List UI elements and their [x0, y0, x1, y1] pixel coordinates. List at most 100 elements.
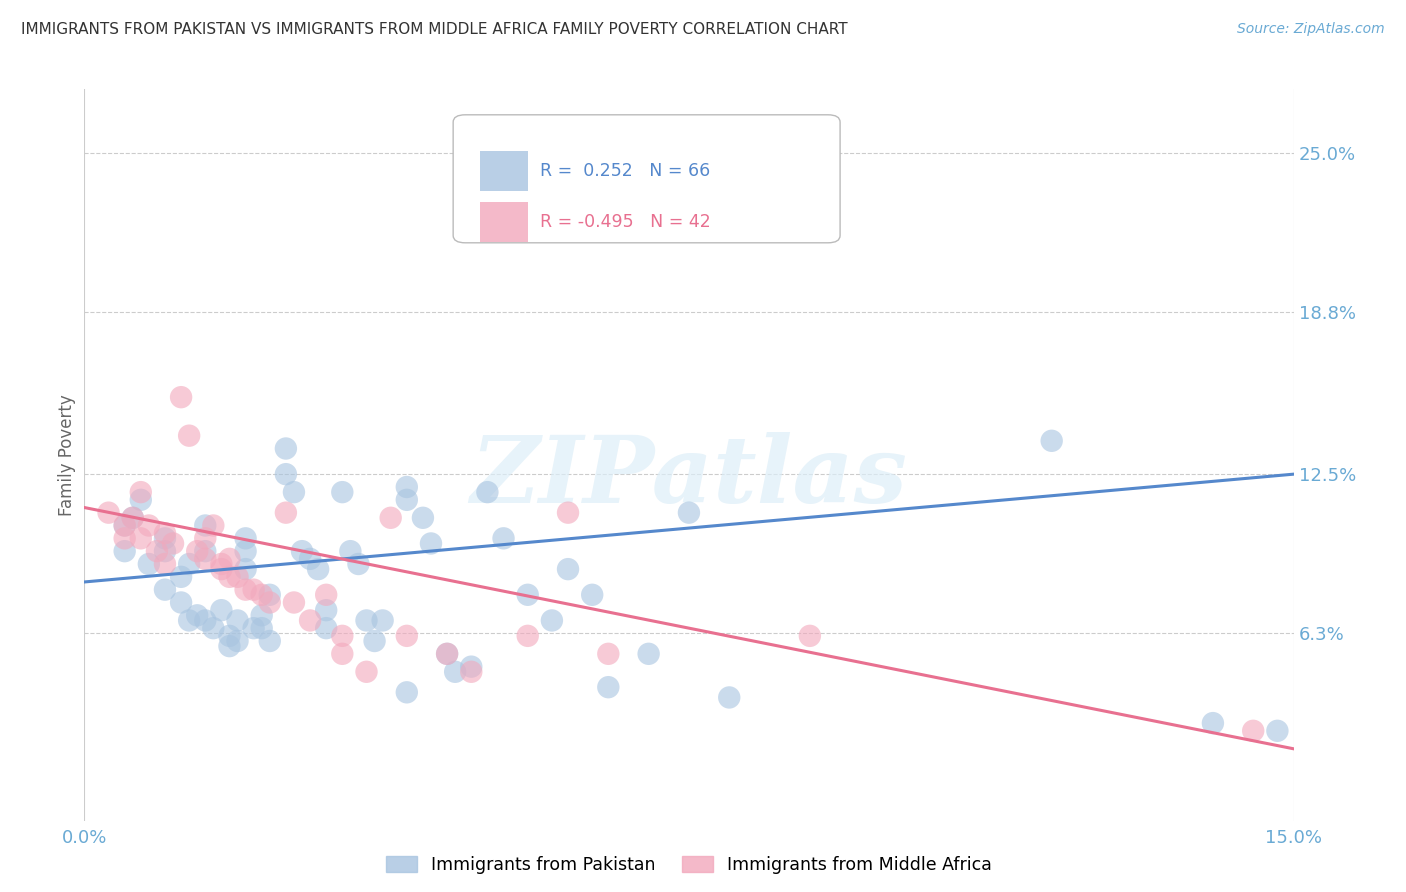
Point [209, 562, 232, 576]
Point [259, 634, 281, 648]
Point [138, 557, 160, 571]
Point [662, 223, 685, 237]
Point [153, 557, 176, 571]
Point [460, 659, 482, 673]
Point [259, 595, 281, 609]
Point [283, 485, 305, 500]
Point [637, 647, 659, 661]
Point [179, 557, 201, 571]
Point [194, 614, 217, 628]
Point [250, 588, 273, 602]
Point [114, 518, 136, 533]
Point [380, 510, 402, 524]
Point [356, 665, 378, 679]
Point [598, 647, 620, 661]
Point [170, 390, 193, 404]
Point [194, 518, 217, 533]
Point [121, 510, 143, 524]
Point [129, 492, 152, 507]
Point [477, 485, 499, 500]
Point [412, 510, 434, 524]
Point [186, 608, 208, 623]
Bar [479, 202, 529, 242]
Point [291, 544, 314, 558]
Point [235, 544, 257, 558]
Point [218, 639, 240, 653]
Point [153, 544, 176, 558]
Point [218, 552, 240, 566]
Point [395, 492, 418, 507]
Text: R =  0.252   N = 66: R = 0.252 N = 66 [540, 161, 710, 180]
Point [339, 544, 361, 558]
Point [299, 614, 322, 628]
Point [179, 428, 201, 442]
Text: IMMIGRANTS FROM PAKISTAN VS IMMIGRANTS FROM MIDDLE AFRICA FAMILY POVERTY CORRELA: IMMIGRANTS FROM PAKISTAN VS IMMIGRANTS F… [21, 22, 848, 37]
Text: Source: ZipAtlas.com: Source: ZipAtlas.com [1237, 22, 1385, 37]
Point [153, 582, 176, 597]
Point [129, 532, 152, 546]
Point [202, 621, 225, 635]
Point [242, 621, 264, 635]
Point [226, 614, 249, 628]
Point [218, 570, 240, 584]
Point [235, 532, 257, 546]
Point [541, 614, 564, 628]
Point [250, 621, 273, 635]
Point [395, 480, 418, 494]
Point [235, 562, 257, 576]
Point [138, 518, 160, 533]
Point [274, 442, 297, 456]
Point [516, 588, 538, 602]
Point [598, 680, 620, 694]
Point [121, 510, 143, 524]
Point [315, 588, 337, 602]
Point [146, 544, 169, 558]
Point [557, 506, 579, 520]
Point [1040, 434, 1063, 448]
Point [307, 562, 329, 576]
Point [516, 629, 538, 643]
Point [283, 595, 305, 609]
Point [97, 506, 120, 520]
Point [1241, 723, 1264, 738]
Point [1267, 723, 1289, 738]
Point [202, 518, 225, 533]
Point [718, 690, 741, 705]
Point [799, 629, 821, 643]
Point [492, 532, 515, 546]
Point [436, 647, 458, 661]
Point [274, 506, 297, 520]
Point [363, 634, 385, 648]
Point [179, 614, 201, 628]
Point [315, 603, 337, 617]
Y-axis label: Family Poverty: Family Poverty [58, 394, 76, 516]
Point [315, 621, 337, 635]
Point [235, 582, 257, 597]
Point [209, 557, 232, 571]
Point [218, 629, 240, 643]
Point [259, 588, 281, 602]
Point [371, 614, 394, 628]
Point [274, 467, 297, 482]
Point [1202, 716, 1225, 731]
Point [395, 629, 418, 643]
Point [194, 552, 217, 566]
Point [420, 536, 443, 550]
Point [114, 544, 136, 558]
Point [250, 608, 273, 623]
Point [162, 536, 184, 550]
Point [194, 544, 217, 558]
Point [114, 518, 136, 533]
Point [395, 685, 418, 699]
Point [114, 532, 136, 546]
Text: R = -0.495   N = 42: R = -0.495 N = 42 [540, 213, 711, 231]
Point [226, 634, 249, 648]
Point [557, 562, 579, 576]
Point [186, 544, 208, 558]
Point [356, 614, 378, 628]
FancyBboxPatch shape [453, 115, 841, 243]
Point [460, 665, 482, 679]
Point [436, 647, 458, 661]
Point [347, 557, 370, 571]
Legend: Immigrants from Pakistan, Immigrants from Middle Africa: Immigrants from Pakistan, Immigrants fro… [387, 856, 991, 874]
